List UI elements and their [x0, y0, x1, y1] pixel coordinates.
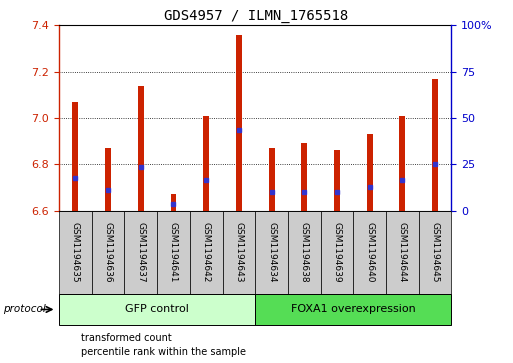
Bar — [301, 143, 307, 211]
Text: GSM1194641: GSM1194641 — [169, 222, 178, 282]
Bar — [157, 211, 190, 294]
Bar — [386, 211, 419, 294]
Bar — [236, 34, 242, 211]
Bar — [255, 211, 288, 294]
Bar — [203, 116, 209, 211]
Bar — [105, 148, 111, 211]
Bar — [223, 211, 255, 294]
Text: GSM1194640: GSM1194640 — [365, 222, 374, 282]
Bar — [400, 116, 405, 211]
Text: transformed count: transformed count — [81, 333, 171, 343]
Bar — [432, 79, 438, 211]
Text: FOXA1 overexpression: FOXA1 overexpression — [291, 305, 416, 314]
Text: GSM1194635: GSM1194635 — [71, 222, 80, 283]
Text: GDS4957 / ILMN_1765518: GDS4957 / ILMN_1765518 — [164, 9, 349, 23]
Text: GSM1194643: GSM1194643 — [234, 222, 243, 282]
Bar — [367, 134, 372, 211]
Bar — [334, 150, 340, 211]
Text: GSM1194644: GSM1194644 — [398, 222, 407, 282]
Bar — [138, 86, 144, 211]
Text: GSM1194634: GSM1194634 — [267, 222, 276, 282]
Bar — [288, 211, 321, 294]
Bar — [72, 102, 78, 211]
Bar — [170, 194, 176, 211]
Bar — [59, 294, 255, 325]
Bar — [353, 211, 386, 294]
Text: percentile rank within the sample: percentile rank within the sample — [81, 347, 246, 357]
Bar — [255, 294, 451, 325]
Text: GSM1194636: GSM1194636 — [104, 222, 112, 283]
Bar — [419, 211, 451, 294]
Bar — [190, 211, 223, 294]
Text: GSM1194642: GSM1194642 — [202, 222, 211, 282]
Text: protocol: protocol — [3, 305, 45, 314]
Text: GSM1194645: GSM1194645 — [430, 222, 440, 282]
Bar — [59, 211, 92, 294]
Text: GSM1194637: GSM1194637 — [136, 222, 145, 283]
Bar — [92, 211, 125, 294]
Text: GSM1194639: GSM1194639 — [332, 222, 342, 283]
Bar — [321, 211, 353, 294]
Bar — [269, 148, 274, 211]
Bar — [124, 211, 157, 294]
Text: GSM1194638: GSM1194638 — [300, 222, 309, 283]
Text: GFP control: GFP control — [125, 305, 189, 314]
